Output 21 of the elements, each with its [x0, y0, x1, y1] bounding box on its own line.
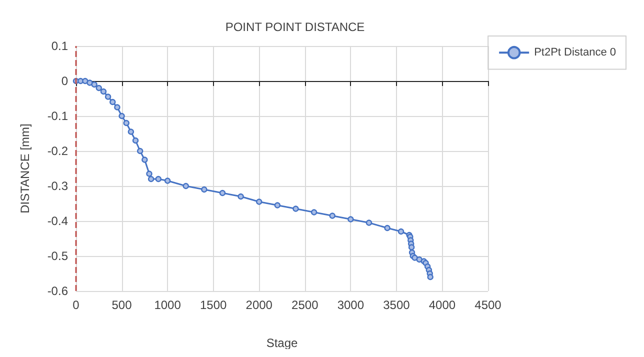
chart-title: POINT POINT DISTANCE [225, 20, 365, 34]
x-tick-label: 0 [72, 298, 80, 312]
y-tick-label: -0.3 [47, 179, 68, 193]
y-axis-title: DISTANCE [mm] [18, 124, 32, 214]
legend-label: Pt2Pt Distance 0 [534, 46, 616, 59]
y-tick-label: -0.5 [47, 249, 68, 263]
x-tick-label: 3500 [383, 298, 410, 312]
x-tick-label: 2000 [246, 298, 273, 312]
x-tick-label: 500 [112, 298, 132, 312]
y-tick-label: 0 [61, 74, 68, 88]
y-tick-label: -0.4 [47, 214, 68, 228]
x-tick-label: 1500 [200, 298, 228, 312]
x-tick-label: 3000 [337, 298, 364, 312]
y-tick-label: -0.6 [47, 284, 68, 298]
y-tick-label: -0.2 [47, 144, 68, 158]
y-tick-label: -0.1 [47, 109, 68, 123]
x-tick-label: 4500 [474, 298, 502, 312]
x-tick-label: 2500 [292, 298, 319, 312]
y-tick-label: 0.1 [51, 39, 68, 53]
x-tick-label: 4000 [428, 298, 456, 312]
x-tick-label: 1000 [154, 298, 182, 312]
